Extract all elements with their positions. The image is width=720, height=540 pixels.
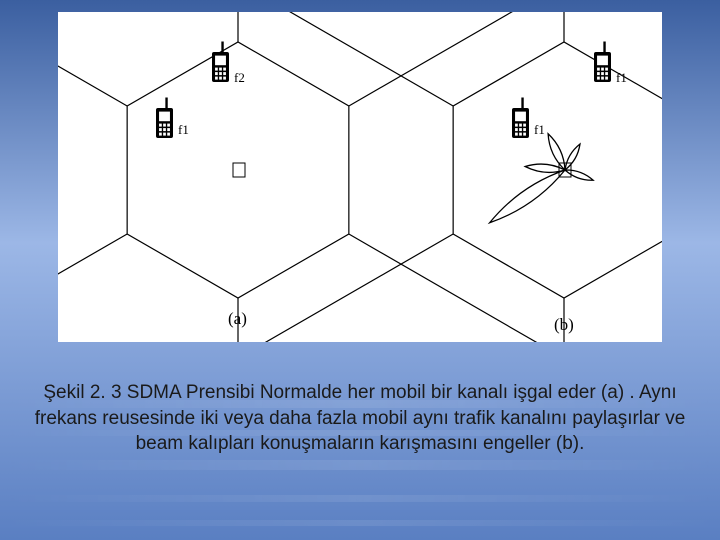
- slide-stage: f2 f1 f1 f1 (a) (b) Şekil 2. 3 SDMA Prensibi …: [0, 0, 720, 540]
- label-f1: f1: [534, 122, 545, 137]
- label-f1: f1: [616, 70, 627, 85]
- phone-icon: [594, 42, 611, 83]
- caption-text: Şekil 2. 3 SDMA Prensibi Normalde her mo…: [35, 382, 686, 454]
- subfigure-label-a: (a): [228, 309, 247, 328]
- figure-panel: f2 f1 f1 f1 (a) (b): [58, 12, 662, 342]
- phone-icon: [156, 98, 173, 139]
- phone-icon: [212, 42, 229, 83]
- figure-caption: Şekil 2. 3 SDMA Prensibi Normalde her mo…: [0, 380, 720, 457]
- phone-icon: [512, 98, 529, 139]
- label-f1: f1: [178, 122, 189, 137]
- figure-svg: f2 f1 f1 f1 (a) (b): [58, 12, 662, 342]
- label-f2: f2: [234, 70, 245, 85]
- subfigure-label-b: (b): [554, 315, 574, 334]
